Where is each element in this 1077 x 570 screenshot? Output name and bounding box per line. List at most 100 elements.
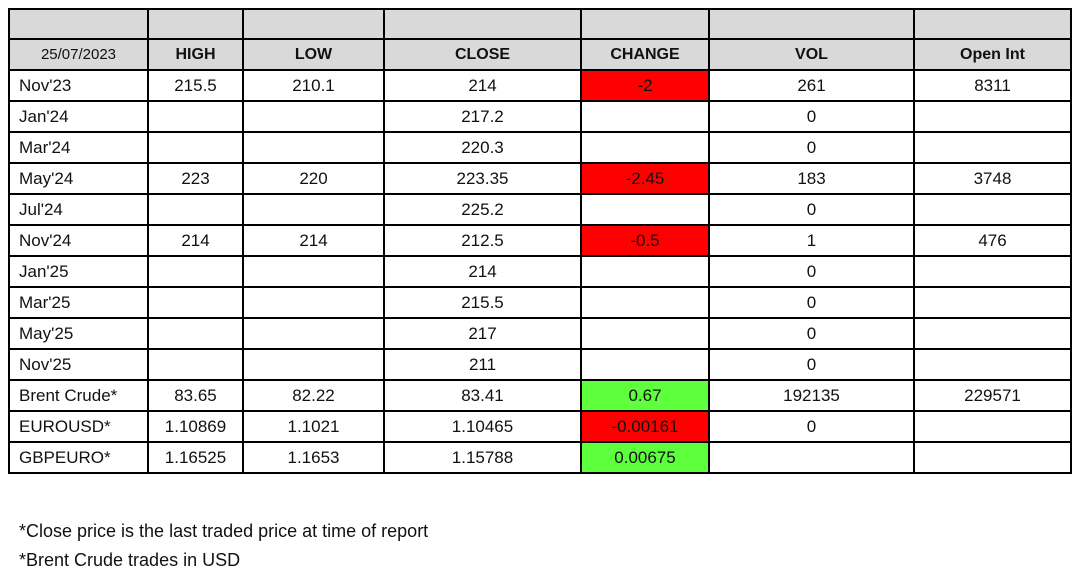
table-row: Mar'25 215.5 0 (8, 286, 1072, 319)
high-cell: 214 (147, 224, 244, 257)
open-int-cell (913, 410, 1072, 443)
high-cell: 83.65 (147, 379, 244, 412)
table-row: Nov'25 211 0 (8, 348, 1072, 381)
close-cell: 1.10465 (383, 410, 582, 443)
open-int-cell (913, 193, 1072, 226)
footnotes: *Close price is the last traded price at… (19, 517, 428, 570)
row-label-cell: Nov'24 (8, 224, 149, 257)
close-cell: 1.15788 (383, 441, 582, 474)
table-row: EUROUSD* 1.10869 1.1021 1.10465 -0.00161 0 (8, 410, 1072, 443)
low-cell (242, 100, 385, 133)
empty-header-cell (383, 8, 582, 40)
low-cell (242, 317, 385, 350)
high-cell (147, 100, 244, 133)
low-cell: 1.1653 (242, 441, 385, 474)
vol-cell: 0 (708, 255, 915, 288)
close-cell: 215.5 (383, 286, 582, 319)
change-cell (580, 193, 710, 226)
row-label-cell: Jan'25 (8, 255, 149, 288)
close-cell: 220.3 (383, 131, 582, 164)
table-row: Brent Crude* 83.65 82.22 83.41 0.67 192135 229… (8, 379, 1072, 412)
low-cell (242, 193, 385, 226)
column-header-close: CLOSE (383, 38, 582, 71)
high-cell (147, 131, 244, 164)
report-date-cell: 25/07/2023 (8, 38, 149, 71)
low-cell (242, 131, 385, 164)
vol-cell: 0 (708, 100, 915, 133)
open-int-cell (913, 317, 1072, 350)
high-cell: 1.10869 (147, 410, 244, 443)
column-header-vol: VOL (708, 38, 915, 71)
row-label-cell: May'25 (8, 317, 149, 350)
change-cell: -2.45 (580, 162, 710, 195)
footnote-brent-usd: *Brent Crude trades in USD (19, 550, 241, 570)
change-cell (580, 100, 710, 133)
close-cell: 212.5 (383, 224, 582, 257)
empty-header-cell (147, 8, 244, 40)
change-cell: -0.00161 (580, 410, 710, 443)
low-cell: 214 (242, 224, 385, 257)
close-cell: 217 (383, 317, 582, 350)
vol-cell: 0 (708, 193, 915, 226)
vol-cell (708, 441, 915, 474)
table-row: Nov'23 215.5 210.1 214 -2 261 8311 (8, 69, 1072, 102)
low-cell (242, 255, 385, 288)
close-cell: 214 (383, 255, 582, 288)
change-cell: 0.00675 (580, 441, 710, 474)
table-row: GBPEURO* 1.16525 1.1653 1.15788 0.00675 (8, 441, 1072, 474)
vol-cell: 1 (708, 224, 915, 257)
close-cell: 214 (383, 69, 582, 102)
open-int-cell (913, 348, 1072, 381)
close-cell: 83.41 (383, 379, 582, 412)
close-cell: 225.2 (383, 193, 582, 226)
vol-cell: 192135 (708, 379, 915, 412)
table-row: May'25 217 0 (8, 317, 1072, 350)
open-int-cell (913, 131, 1072, 164)
low-cell (242, 348, 385, 381)
table-body: Nov'23 215.5 210.1 214 -2 261 8311 Jan'24 217.2 0… (8, 69, 1072, 474)
vol-cell: 0 (708, 131, 915, 164)
row-label-cell: May'24 (8, 162, 149, 195)
low-cell: 210.1 (242, 69, 385, 102)
change-cell: -2 (580, 69, 710, 102)
row-label-cell: Nov'25 (8, 348, 149, 381)
row-label-cell: Jan'24 (8, 100, 149, 133)
table-row: Jul'24 225.2 0 (8, 193, 1072, 226)
change-cell (580, 286, 710, 319)
row-label-cell: EUROUSD* (8, 410, 149, 443)
high-cell: 223 (147, 162, 244, 195)
open-int-cell: 476 (913, 224, 1072, 257)
empty-header-cell (580, 8, 710, 40)
column-header-low: LOW (242, 38, 385, 71)
empty-header-cell (708, 8, 915, 40)
row-label-cell: Mar'25 (8, 286, 149, 319)
footnote-close-price: *Close price is the last traded price at… (19, 521, 429, 541)
vol-cell: 0 (708, 410, 915, 443)
low-cell: 1.1021 (242, 410, 385, 443)
table-row: Nov'24 214 214 212.5 -0.5 1 476 (8, 224, 1072, 257)
high-cell (147, 286, 244, 319)
row-label-cell: Mar'24 (8, 131, 149, 164)
open-int-cell (913, 100, 1072, 133)
row-label-cell: GBPEURO* (8, 441, 149, 474)
high-cell (147, 348, 244, 381)
table-row: Jan'24 217.2 0 (8, 100, 1072, 133)
low-cell: 82.22 (242, 379, 385, 412)
table-row: Jan'25 214 0 (8, 255, 1072, 288)
vol-cell: 0 (708, 348, 915, 381)
high-cell (147, 193, 244, 226)
low-cell (242, 286, 385, 319)
close-cell: 223.35 (383, 162, 582, 195)
change-cell: -0.5 (580, 224, 710, 257)
open-int-cell: 8311 (913, 69, 1072, 102)
change-cell (580, 131, 710, 164)
empty-header-cell (8, 8, 149, 40)
header-row: 25/07/2023 HIGH LOW CLOSE CHANGE VOL Ope… (8, 38, 1072, 71)
row-label-cell: Jul'24 (8, 193, 149, 226)
empty-header-cell (913, 8, 1072, 40)
close-cell: 211 (383, 348, 582, 381)
high-cell (147, 317, 244, 350)
futures-price-table: 25/07/2023 HIGH LOW CLOSE CHANGE VOL Ope… (8, 8, 1072, 474)
table-row: Mar'24 220.3 0 (8, 131, 1072, 164)
